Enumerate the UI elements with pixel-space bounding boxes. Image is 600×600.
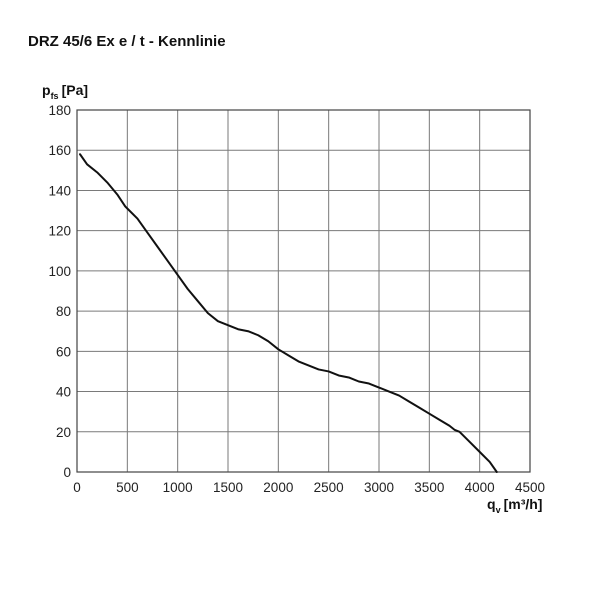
grid (76, 109, 531, 473)
x-tick-label: 3500 (414, 480, 444, 495)
y-tick-label: 0 (63, 465, 71, 480)
chart-title: DRZ 45/6 Ex e / t - Kennlinie (28, 33, 226, 50)
x-tick-label: 2000 (263, 480, 293, 495)
y-tick-label: 80 (56, 304, 71, 319)
y-tick-label: 60 (56, 344, 71, 359)
x-tick-label: 1500 (213, 480, 243, 495)
y-tick-label: 120 (48, 224, 71, 239)
x-tick-label: 4500 (515, 480, 545, 495)
series-line (79, 153, 498, 473)
y-tick-label: 20 (56, 425, 71, 440)
x-tick-label: 4000 (465, 480, 495, 495)
x-tick-label: 0 (73, 480, 81, 495)
plot-frame (76, 109, 531, 473)
y-axis-label: pfs [Pa] (42, 82, 88, 101)
x-tick-label: 1000 (163, 480, 193, 495)
y-tick-label: 40 (56, 385, 71, 400)
y-tick-label: 160 (48, 143, 71, 158)
x-tick-label: 500 (116, 480, 139, 495)
series-group (79, 153, 498, 473)
tick-labels: 0 500 1000 1500 2000 2500 3000 3500 4000 4500 0 20 4… (48, 103, 545, 495)
x-tick-label: 3000 (364, 480, 394, 495)
y-tick-label: 180 (48, 103, 71, 118)
x-axis-label: qv [m³/h] (487, 496, 542, 515)
y-tick-label: 100 (48, 264, 71, 279)
x-tick-label: 2500 (314, 480, 344, 495)
y-tick-label: 140 (48, 183, 71, 198)
